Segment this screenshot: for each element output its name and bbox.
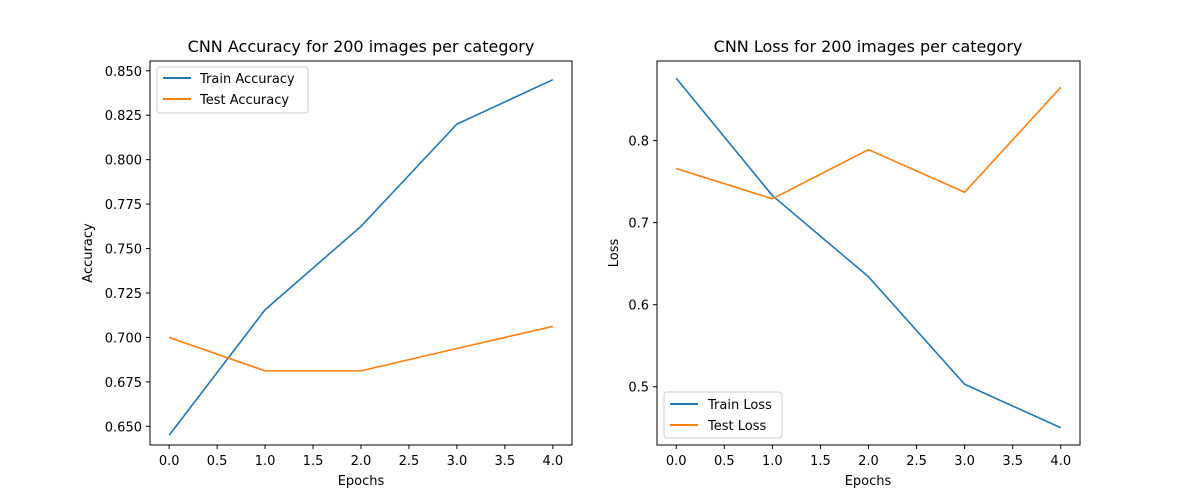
loss-y-axis-label: Loss: [607, 239, 622, 268]
loss-series-test-line: [675, 86, 1062, 200]
loss-lines: [675, 77, 1062, 429]
accuracy-plot-frame: [149, 60, 573, 446]
accuracy-y-tick-label: 0.825: [105, 109, 142, 124]
accuracy-y-tick-label: 0.650: [105, 420, 142, 435]
accuracy-x-tick-label: 0.5: [207, 454, 228, 469]
accuracy-legend-train-label: Train Accuracy: [199, 72, 295, 87]
loss-series-train-line: [675, 77, 1062, 429]
accuracy-series-train-line: [168, 78, 554, 436]
accuracy-y-tick-label: 0.800: [105, 154, 142, 169]
accuracy-chart: CNN Accuracy for 200 images per category…: [81, 37, 573, 489]
accuracy-x-tick-label: 2.0: [351, 454, 372, 469]
loss-y-tick-label: 0.5: [628, 381, 649, 396]
loss-x-ticks: 0.0 0.5 1.0 1.5 2.0 2.5 3.0 3.5 4.0: [666, 445, 1071, 469]
accuracy-y-tick-label: 0.700: [105, 331, 142, 346]
accuracy-x-tick-label: 2.5: [399, 454, 420, 469]
loss-legend-train-label: Train Loss: [707, 398, 772, 413]
loss-y-tick-label: 0.8: [628, 135, 649, 150]
accuracy-y-tick-label: 0.725: [105, 287, 142, 302]
loss-x-tick-label: 0.0: [666, 454, 687, 469]
accuracy-legend-box: [156, 66, 309, 114]
loss-chart: CNN Loss for 200 images per category Epo…: [607, 37, 1081, 489]
loss-x-tick-label: 1.0: [762, 454, 783, 469]
accuracy-y-ticks: 0.650 0.675 0.700 0.725 0.750 0.775 0.800 0.825…: [105, 65, 150, 435]
accuracy-legend: Train Accuracy Test Accuracy: [156, 66, 309, 114]
loss-x-tick-label: 4.0: [1050, 454, 1071, 469]
loss-plot-frame: [656, 60, 1081, 446]
loss-y-tick-label: 0.7: [628, 217, 649, 232]
accuracy-y-axis-label: Accuracy: [81, 223, 96, 283]
loss-x-tick-label: 1.5: [810, 454, 831, 469]
accuracy-x-ticks: 0.0 0.5 1.0 1.5 2.0 2.5 3.0 3.5 4.0: [159, 445, 563, 469]
accuracy-x-tick-label: 0.0: [159, 454, 180, 469]
accuracy-x-tick-label: 3.5: [495, 454, 516, 469]
loss-y-tick-label: 0.6: [628, 299, 649, 314]
accuracy-y-tick-label: 0.775: [105, 198, 142, 213]
accuracy-x-tick-label: 1.0: [255, 454, 276, 469]
accuracy-x-tick-label: 3.0: [447, 454, 468, 469]
loss-x-tick-label: 3.0: [954, 454, 975, 469]
loss-chart-title: CNN Loss for 200 images per category: [714, 37, 1023, 56]
accuracy-y-tick-label: 0.750: [105, 243, 142, 258]
loss-x-axis-label: Epochs: [845, 474, 892, 489]
accuracy-lines: [168, 78, 554, 436]
loss-y-ticks: 0.5 0.6 0.7 0.8: [628, 135, 657, 396]
accuracy-y-tick-label: 0.850: [105, 65, 142, 80]
loss-x-tick-label: 2.5: [906, 454, 927, 469]
accuracy-series-test-line: [168, 325, 553, 372]
accuracy-y-tick-label: 0.675: [105, 376, 142, 391]
loss-x-tick-label: 3.5: [1002, 454, 1023, 469]
loss-x-tick-label: 2.0: [858, 454, 879, 469]
loss-legend: Train Loss Test Loss: [663, 391, 783, 439]
accuracy-x-axis-label: Epochs: [338, 474, 385, 489]
accuracy-x-tick-label: 4.0: [542, 454, 563, 469]
loss-x-tick-label: 0.5: [714, 454, 735, 469]
accuracy-legend-test-label: Test Accuracy: [199, 93, 289, 108]
loss-legend-test-label: Test Loss: [707, 419, 766, 434]
accuracy-chart-title: CNN Accuracy for 200 images per category: [188, 37, 535, 56]
accuracy-x-tick-label: 1.5: [303, 454, 324, 469]
